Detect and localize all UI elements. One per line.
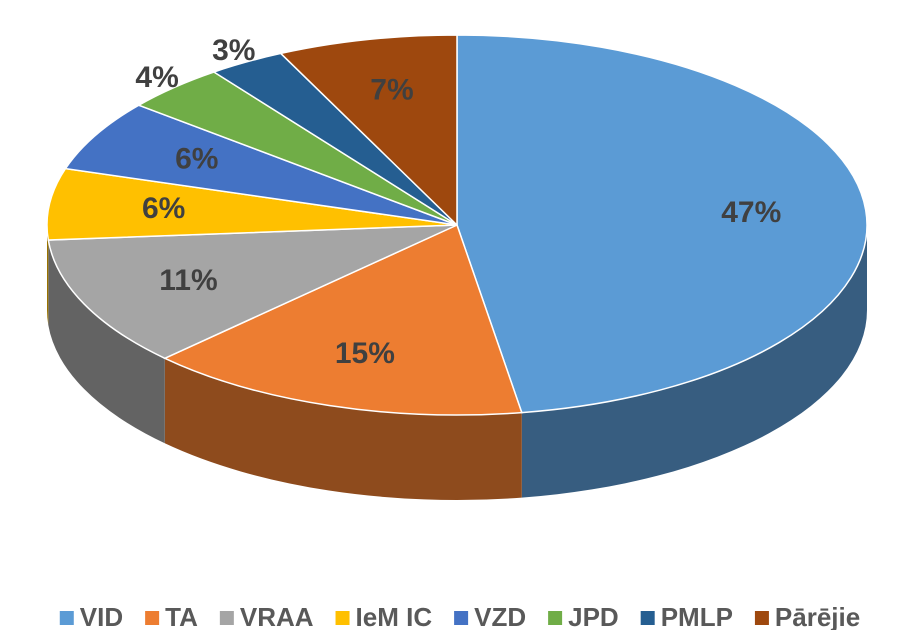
data-label: 6% bbox=[142, 192, 185, 225]
legend-label: IeM IC bbox=[356, 602, 433, 630]
legend-swatch bbox=[640, 611, 655, 625]
legend-swatch bbox=[754, 611, 769, 625]
legend-swatch bbox=[548, 611, 563, 625]
data-label: 6% bbox=[175, 142, 218, 175]
slice bbox=[279, 34, 458, 227]
data-label: 3% bbox=[212, 34, 255, 67]
data-label: 47% bbox=[721, 196, 781, 229]
slice bbox=[47, 224, 458, 360]
slice bbox=[64, 104, 458, 226]
legend-label: VZD bbox=[474, 602, 526, 630]
slice-side bbox=[48, 240, 165, 444]
slice-side bbox=[47, 225, 49, 326]
slice bbox=[456, 34, 868, 414]
data-label: 7% bbox=[370, 73, 413, 106]
legend-label: Pārējie bbox=[775, 602, 860, 630]
slice bbox=[46, 167, 458, 241]
slice bbox=[163, 223, 523, 416]
legend-swatch bbox=[454, 611, 469, 625]
legend-label: VRAA bbox=[240, 602, 314, 630]
slice-side bbox=[164, 358, 522, 501]
data-label: 4% bbox=[135, 61, 178, 94]
legend-swatch bbox=[335, 611, 350, 625]
data-label: 11% bbox=[159, 264, 217, 297]
legend-label: PMLP bbox=[661, 602, 733, 630]
legend-label: TA bbox=[165, 602, 198, 630]
legend-swatch bbox=[219, 611, 234, 625]
legend-swatch bbox=[59, 611, 74, 625]
legend-swatch bbox=[145, 611, 160, 625]
data-label: 15% bbox=[335, 337, 395, 370]
legend-label: JPD bbox=[568, 602, 619, 630]
legend-label: VID bbox=[80, 602, 123, 630]
slice-side bbox=[521, 225, 867, 498]
